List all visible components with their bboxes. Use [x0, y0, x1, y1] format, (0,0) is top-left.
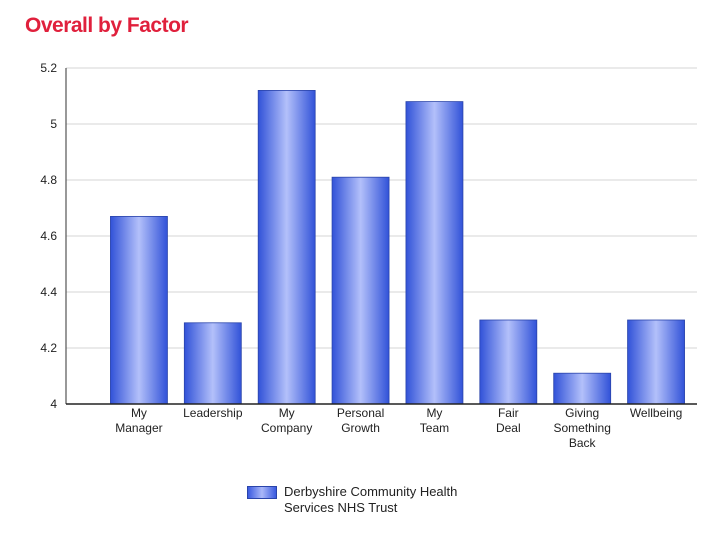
x-category-label-line: Giving — [565, 406, 599, 420]
y-tick-label: 5.2 — [40, 61, 57, 75]
legend-label-line2: Services NHS Trust — [284, 500, 398, 515]
x-category-label-line: Company — [261, 421, 312, 435]
bar — [405, 101, 464, 405]
y-tick-label: 4.4 — [40, 285, 57, 299]
x-category-label-line: Team — [420, 421, 449, 435]
x-category-label: Wellbeing — [630, 406, 682, 420]
bars — [110, 90, 685, 405]
bar — [257, 90, 316, 405]
x-category-label-line: Deal — [496, 421, 521, 435]
bar — [479, 319, 538, 405]
y-tick-labels: 5.2 5 4.8 4.6 4.4 4.2 4 — [40, 61, 57, 411]
chart-title: Overall by Factor — [25, 14, 189, 37]
x-category-label-line: Fair — [498, 406, 519, 420]
y-tick-label: 4.2 — [40, 341, 57, 355]
bar — [110, 215, 168, 405]
x-category-label-line: Something — [554, 421, 611, 435]
y-tick-label: 4.8 — [40, 173, 57, 187]
x-category-label-line: My — [279, 406, 295, 420]
bar — [627, 319, 685, 405]
bar — [183, 322, 242, 405]
x-category-label-line: My — [426, 406, 442, 420]
x-category-label-line: Wellbeing — [630, 406, 682, 420]
x-category-label: Personal Growth — [337, 406, 384, 435]
bar — [331, 176, 390, 405]
x-category-label: Giving Something Back — [554, 406, 611, 450]
x-category-label: Fair Deal — [496, 406, 521, 435]
x-category-label: Leadership — [183, 406, 243, 420]
y-tick-label: 4 — [50, 397, 57, 411]
x-category-label-line: Leadership — [183, 406, 243, 420]
legend: Derbyshire Community Health Services NHS… — [247, 484, 494, 516]
x-category-label-line: Manager — [115, 421, 162, 435]
legend-swatch — [247, 486, 277, 499]
x-category-label-line: Personal — [337, 406, 384, 420]
legend-label-line1: Derbyshire Community Health — [284, 484, 458, 499]
x-category-label-line: Growth — [341, 421, 380, 435]
x-category-label: My Team — [420, 406, 449, 435]
x-category-label: My Manager — [115, 406, 162, 435]
x-category-label: My Company — [261, 406, 312, 435]
axes — [65, 68, 697, 405]
y-tick-label: 5 — [50, 117, 57, 131]
legend-label: Derbyshire Community Health Services NHS… — [284, 484, 494, 516]
x-category-label-line: Back — [569, 436, 597, 450]
x-category-label-line: My — [131, 406, 147, 420]
y-tick-label: 4.6 — [40, 229, 57, 243]
bar — [553, 372, 612, 405]
